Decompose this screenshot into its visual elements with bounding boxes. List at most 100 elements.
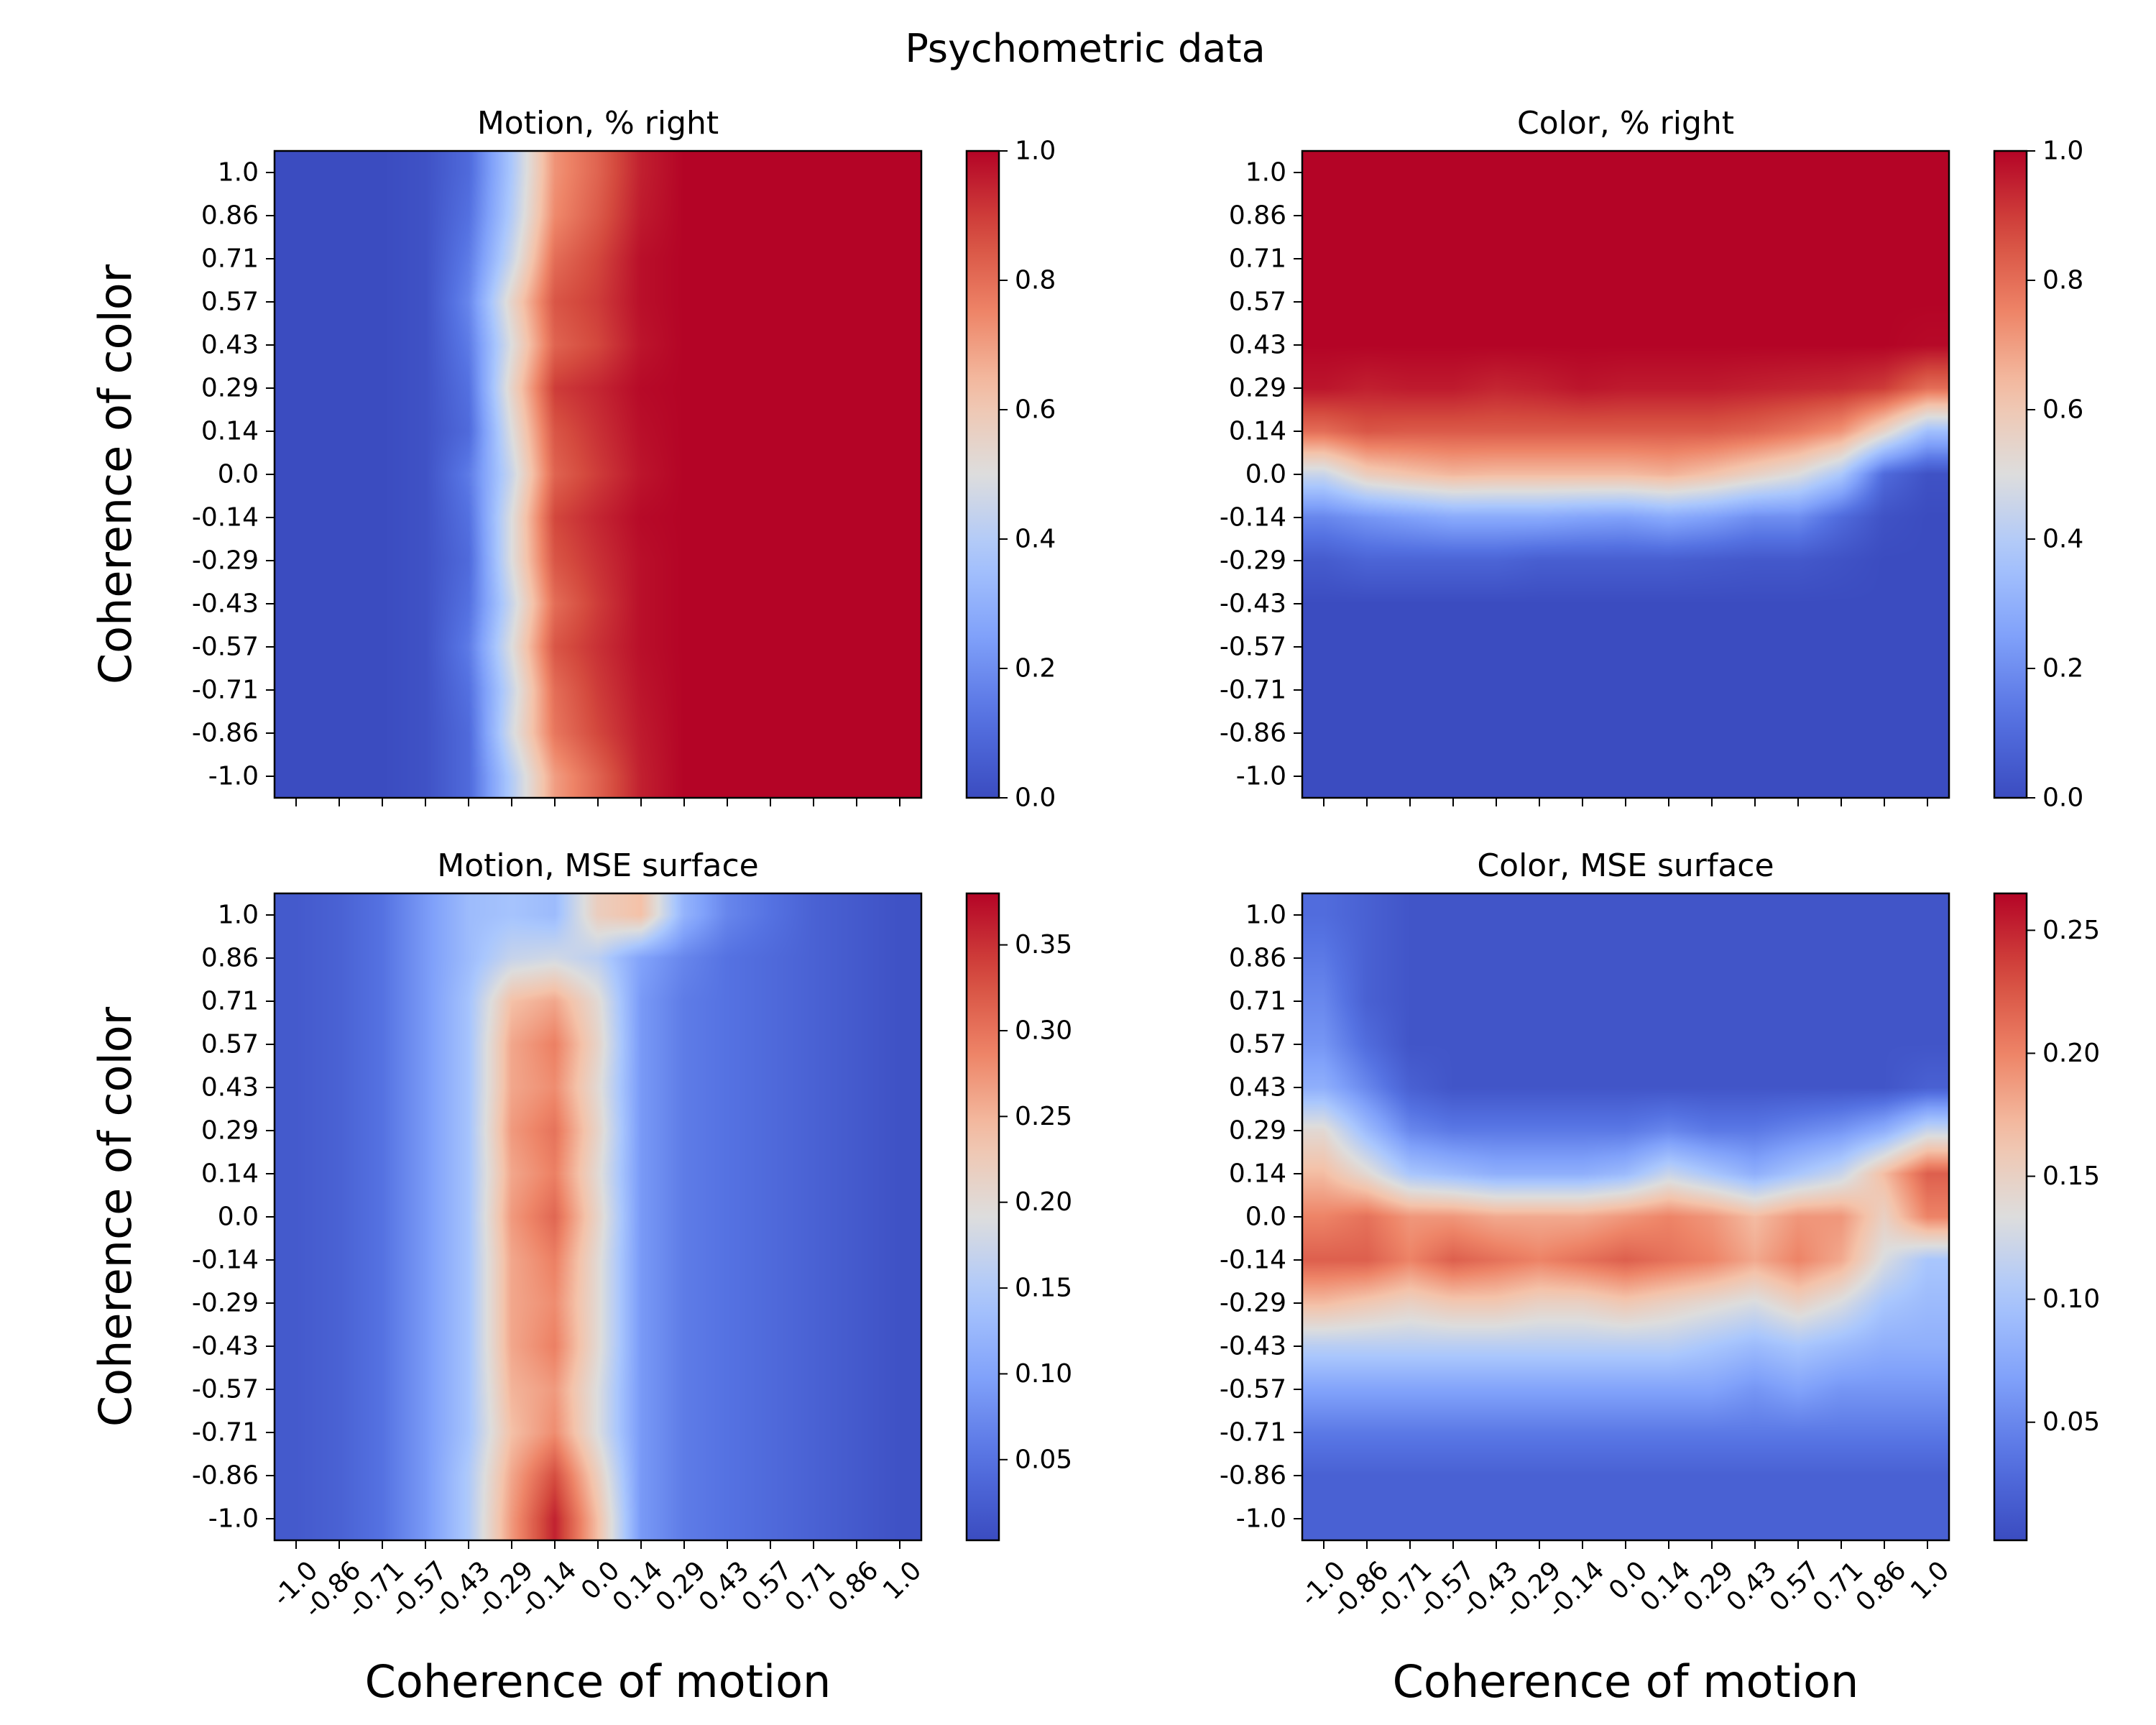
colorbar: 0.0 0.2 0.4 0.6 0.8 1.0 [1993,137,2083,813]
y-tick-label: 0.0 [218,460,259,489]
colorbar-tick-label: 0.15 [2042,1162,2100,1191]
colorbar-tick-label: 0.05 [2042,1407,2100,1437]
y-tick-label: 1.0 [218,901,259,930]
y-tick-label: 0.14 [1229,417,1286,446]
y-tick-label: -0.71 [1220,1418,1286,1448]
colorbar-tick-label: 0.2 [2042,654,2083,684]
y-tick-label: 0.86 [1229,944,1286,973]
y-tick-label: -0.14 [1220,503,1286,533]
y-tick-label: -0.14 [1220,1246,1286,1275]
y-tick-label: -0.86 [1220,719,1286,748]
y-tick-label: 0.43 [201,331,259,360]
y-tick-label: -0.43 [1220,1332,1286,1361]
y-tick-label: 0.71 [1229,987,1286,1016]
y-tick-label: 0.57 [201,1030,259,1059]
panels: 0000.020.10.380.720.820.951111110000.020… [89,105,2100,1708]
y-tick-label: -0.57 [192,632,259,662]
colorbar-gradient [967,893,999,1540]
colorbar-tick-label: 0.20 [1015,1187,1072,1217]
y-tick-label: 0.71 [1229,244,1286,274]
heatmap-image [1302,151,1949,798]
y-tick-label: 0.71 [201,244,259,274]
colorbar: 0.05 0.10 0.15 0.20 0.25 0.30 0.35 [965,892,1072,1542]
y-tick-label: 0.57 [1229,288,1286,317]
y-tick-label: -0.43 [192,1332,259,1361]
figure-title: Psychometric data [905,26,1265,71]
y-tick-label: 0.0 [1245,460,1286,489]
x-axis-label: Coherence of motion [1393,1655,1859,1708]
y-tick-label: 0.86 [201,201,259,231]
heatmap-panel-bottom-right: 0.030.020.010.010.010.010.010.010.010.01… [1220,847,2100,1708]
y-tick-label: 0.14 [201,417,259,446]
y-tick-label: -0.29 [1220,1289,1286,1318]
colorbar-tick-label: 0.20 [2042,1039,2100,1068]
y-tick-label: -0.43 [1220,589,1286,619]
y-tick-label: 0.29 [1229,1116,1286,1146]
y-tick-label: -0.86 [192,1461,259,1491]
colorbar-frame [1993,892,2028,1542]
y-tick-label: -0.71 [1220,676,1286,705]
y-tick-label: 0.43 [1229,331,1286,360]
y-tick-label: -0.29 [192,1289,259,1318]
y-tick-label: -0.29 [1220,546,1286,576]
y-tick-label: 0.43 [201,1073,259,1103]
colorbar-tick-label: 0.0 [2042,783,2083,813]
colorbar: 0.0 0.2 0.4 0.6 0.8 1.0 [965,137,1056,813]
colorbar-tick-label: 0.05 [1015,1445,1072,1474]
y-tick-label: 0.14 [1229,1159,1286,1189]
y-tick-label: 0.57 [1229,1030,1286,1059]
colorbar-frame [1993,150,2028,799]
colorbar-tick-label: 0.2 [1015,654,1056,684]
y-tick-label: 0.86 [1229,201,1286,231]
colorbar-tick-label: 0.30 [1015,1016,1072,1045]
colorbar-tick-label: 0.0 [1015,783,1056,813]
y-tick-label: -1.0 [1236,762,1286,791]
y-tick-label: 0.29 [1229,374,1286,403]
colorbar-tick-label: 0.25 [2042,916,2100,945]
colorbar-tick-label: 1.0 [2042,137,2083,166]
colorbar-tick-label: 0.15 [1015,1274,1072,1303]
panel-title: Color, % right [1517,105,1734,142]
y-axis-label: Coherence of color [89,1006,142,1427]
y-tick-label: -0.71 [192,676,259,705]
y-tick-label: -1.0 [208,1504,259,1534]
colorbar-frame [965,150,1000,799]
y-tick-label: -0.29 [192,546,259,576]
heatmap-image [275,893,921,1540]
y-tick-label: -0.86 [1220,1461,1286,1491]
y-axis-label: Coherence of color [89,264,142,684]
colorbar-frame [965,892,1000,1542]
y-tick-label: -0.57 [1220,632,1286,662]
y-tick-label: -0.14 [192,1246,259,1275]
y-tick-label: 0.0 [218,1202,259,1232]
colorbar-tick-label: 0.4 [2042,525,2083,554]
heatmap-panel-top-left: 0000.020.10.380.720.820.951111110000.020… [89,105,1056,813]
colorbar-tick-label: 0.10 [1015,1359,1072,1389]
y-tick-label: 0.86 [201,944,259,973]
colorbar-gradient [1994,151,2027,798]
panel-title: Motion, % right [477,105,719,142]
colorbar: 0.05 0.10 0.15 0.20 0.25 [1993,892,2100,1542]
y-tick-label: 0.14 [201,1159,259,1189]
colorbar-tick-label: 0.25 [1015,1102,1072,1131]
y-tick-label: -0.43 [192,589,259,619]
y-tick-label: 0.0 [1245,1202,1286,1232]
y-tick-label: 1.0 [1245,158,1286,188]
colorbar-tick-label: 1.0 [1015,137,1056,166]
colorbar-tick-label: 0.4 [1015,525,1056,554]
colorbar-tick-label: 0.35 [1015,930,1072,960]
y-tick-label: 0.43 [1229,1073,1286,1103]
colorbar-tick-label: 0.6 [2042,395,2083,425]
y-tick-label: -1.0 [208,762,259,791]
y-tick-label: -0.71 [192,1418,259,1448]
y-tick-label: -0.57 [192,1375,259,1404]
y-tick-label: 0.29 [201,374,259,403]
panel-title: Color, MSE surface [1477,847,1774,884]
colorbar-gradient [1994,893,2027,1540]
heatmap-image [1302,893,1949,1540]
y-tick-label: 0.29 [201,1116,259,1146]
colorbar-gradient [967,151,999,798]
heatmap-panel-top-right: 1111111111111111111111111111111111111111… [1220,105,2083,813]
y-tick-label: -0.86 [192,719,259,748]
